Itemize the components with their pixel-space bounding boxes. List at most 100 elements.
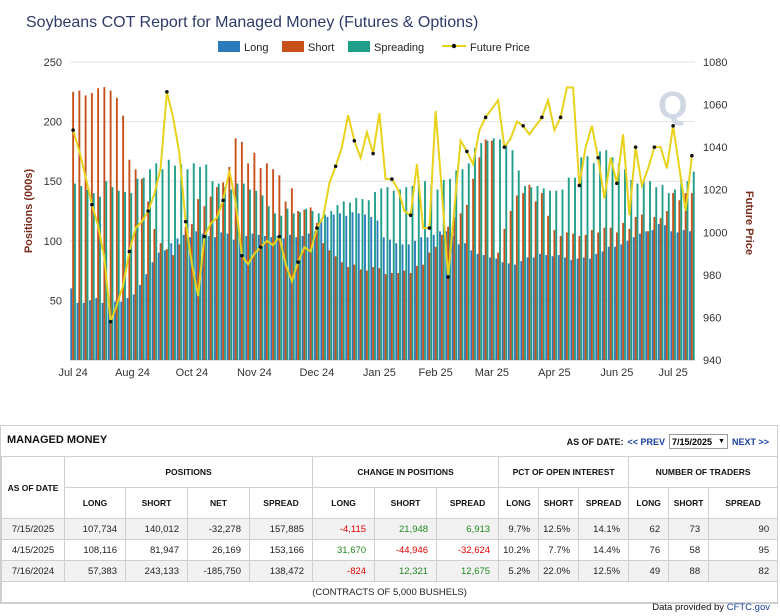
long-bar xyxy=(389,239,391,360)
spreading-bar xyxy=(149,169,151,360)
long-bar xyxy=(139,284,141,360)
short-bar xyxy=(209,196,212,360)
spreading-bar xyxy=(386,187,389,360)
long-bar xyxy=(351,212,354,360)
future-price-point xyxy=(446,275,450,279)
long-bar xyxy=(482,255,485,360)
short-bar xyxy=(690,193,693,360)
long-bar xyxy=(526,257,529,360)
short-bar xyxy=(165,249,168,360)
y2-tick-label: 1020 xyxy=(703,185,727,197)
spreading-bar xyxy=(336,205,339,360)
short-bar xyxy=(497,252,500,360)
future-price-point xyxy=(352,138,357,143)
watermark-q-icon: Q xyxy=(658,85,688,127)
short-bar xyxy=(403,270,406,360)
spreading-bar xyxy=(355,197,358,360)
long-bar xyxy=(207,236,210,360)
spreading-bar xyxy=(586,156,589,360)
pct-spread-cell: 12.5% xyxy=(578,560,630,582)
spreading-bar xyxy=(605,150,608,360)
spreading-bar xyxy=(392,190,395,360)
spreading-bar xyxy=(211,181,214,360)
long-bar xyxy=(645,231,648,360)
short-bar xyxy=(253,152,256,360)
spreading-bar xyxy=(574,177,576,360)
col-pct-short: SHORT xyxy=(538,487,580,519)
future-price-point xyxy=(146,209,150,213)
future-price-line xyxy=(72,86,693,323)
short-bar xyxy=(203,206,206,360)
spreading-bar xyxy=(142,177,145,360)
y-tick-label: 100 xyxy=(44,236,62,248)
next-date-link[interactable]: NEXT >> xyxy=(731,436,769,447)
short-bar xyxy=(372,267,375,360)
long-bar xyxy=(601,251,604,360)
spreading-bar xyxy=(630,180,633,360)
chg-short-cell: 21,948 xyxy=(374,518,438,540)
spreading-bar xyxy=(442,180,445,360)
long-bar xyxy=(282,238,285,360)
tr-short-cell: 88 xyxy=(668,560,710,582)
short-bar xyxy=(222,182,225,360)
chg-short-cell: 12,321 xyxy=(374,560,438,582)
col-tr-long: LONG xyxy=(628,487,670,519)
long-bar xyxy=(476,253,479,360)
prev-date-link[interactable]: << PREV xyxy=(627,436,665,447)
long-bar xyxy=(595,253,598,360)
pct-long-cell: 10.2% xyxy=(498,539,540,561)
as-of-date-select[interactable]: 7/15/2025 ▼ xyxy=(669,434,728,449)
spreading-bar xyxy=(524,185,526,360)
as-of-date-header: AS OF DATE xyxy=(1,456,65,519)
spreading-bar xyxy=(536,185,539,360)
short-bar xyxy=(234,138,237,360)
spreading-bar xyxy=(642,181,645,360)
spreading-bar xyxy=(486,140,489,360)
table-header: MANAGED MONEY AS OF DATE: << PREV 7/15/2… xyxy=(1,426,777,456)
long-bar xyxy=(639,233,641,360)
spreading-bar xyxy=(592,163,595,360)
short-bar xyxy=(172,255,175,360)
short-bar xyxy=(597,232,600,360)
pos-net-cell: -32,278 xyxy=(187,518,250,540)
short-bar xyxy=(409,272,412,360)
spreading-bar xyxy=(261,195,264,360)
legend-swatch-short xyxy=(282,41,304,52)
long-bar xyxy=(670,231,673,360)
long-bar xyxy=(176,238,179,360)
short-bar xyxy=(453,216,456,360)
tr-short-cell: 73 xyxy=(668,518,710,540)
spreading-bar xyxy=(317,213,320,360)
spreading-bar xyxy=(330,211,333,360)
short-bar xyxy=(428,252,431,360)
future-price-point xyxy=(127,249,132,254)
short-bar xyxy=(590,230,593,360)
long-bar xyxy=(245,236,248,360)
long-bar xyxy=(589,258,591,360)
spreading-bar xyxy=(130,193,133,360)
spreading-bar xyxy=(111,187,114,360)
chart-title: Soybeans COT Report for Managed Money (F… xyxy=(26,14,478,31)
pos-net-cell: 26,169 xyxy=(187,539,250,561)
spreading-bar xyxy=(405,187,408,360)
pct-spread-cell: 14.4% xyxy=(578,539,630,561)
short-bar xyxy=(278,175,281,360)
future-price-point xyxy=(390,177,394,181)
long-bar xyxy=(451,236,454,360)
spreading-bar xyxy=(636,183,639,360)
short-bar xyxy=(190,224,193,360)
chg-long-cell: -824 xyxy=(312,560,376,582)
long-bar xyxy=(82,302,85,360)
short-bar xyxy=(215,187,218,360)
short-bar xyxy=(634,216,637,360)
credit-source-link[interactable]: CFTC.gov xyxy=(726,602,770,613)
long-bar xyxy=(214,237,216,360)
traders-header: NUMBER OF TRADERS xyxy=(628,456,779,488)
long-bar xyxy=(251,233,254,360)
spreading-bar xyxy=(480,143,483,360)
short-bar xyxy=(478,157,481,360)
short-bar xyxy=(665,211,668,360)
short-bar xyxy=(340,262,343,360)
col-pct-spread: SPREAD xyxy=(578,487,630,519)
short-bar xyxy=(515,195,518,360)
